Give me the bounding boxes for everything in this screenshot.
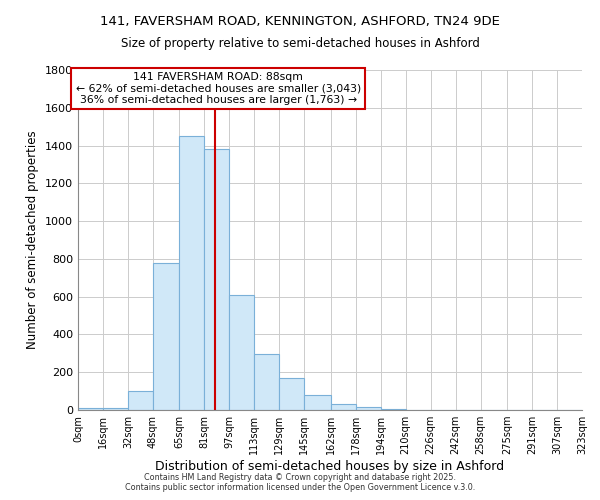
Bar	[128, 391, 153, 410]
Text: Contains HM Land Registry data © Crown copyright and database right 2025.
Contai: Contains HM Land Registry data © Crown c…	[125, 473, 475, 492]
Bar	[254, 354, 279, 410]
Bar	[304, 395, 331, 410]
Bar	[381, 409, 406, 410]
Bar	[103, 408, 128, 410]
Text: 141 FAVERSHAM ROAD: 88sqm
← 62% of semi-detached houses are smaller (3,043)
36% : 141 FAVERSHAM ROAD: 88sqm ← 62% of semi-…	[76, 72, 361, 105]
Bar	[356, 407, 381, 410]
Bar	[331, 404, 356, 410]
Text: Size of property relative to semi-detached houses in Ashford: Size of property relative to semi-detach…	[121, 38, 479, 51]
X-axis label: Distribution of semi-detached houses by size in Ashford: Distribution of semi-detached houses by …	[155, 460, 505, 473]
Bar	[78, 408, 103, 410]
Y-axis label: Number of semi-detached properties: Number of semi-detached properties	[26, 130, 40, 350]
Bar	[153, 262, 179, 410]
Bar	[205, 150, 229, 410]
Text: 141, FAVERSHAM ROAD, KENNINGTON, ASHFORD, TN24 9DE: 141, FAVERSHAM ROAD, KENNINGTON, ASHFORD…	[100, 15, 500, 28]
Bar	[179, 136, 205, 410]
Bar	[229, 295, 254, 410]
Bar	[279, 378, 304, 410]
